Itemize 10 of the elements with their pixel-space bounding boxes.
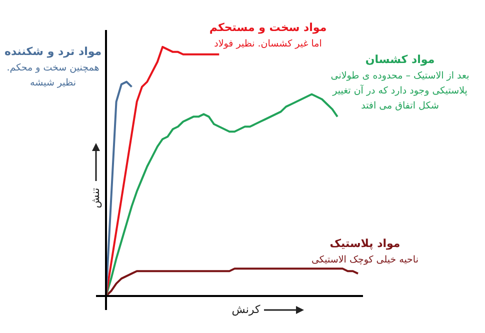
series-label: مواد پلاستیک [330, 236, 400, 250]
annotation: بعد از الاستیک – محدوده ی طولانی پلاستیکی وجود دارد که در آن تغییر شکل اتفاق می افتد [330, 70, 470, 112]
annotation: همچنین سخت و محکم. نظیر شیشه [6, 62, 100, 88]
x-axis-title: کرنش [232, 302, 261, 316]
annotation: اما غیر کشسان. نظیر فولاد [214, 38, 322, 50]
series-label: مواد سخت و مستحکم [209, 20, 327, 34]
annotation: ناحیه خیلی کوچک الاستیکی [312, 254, 418, 266]
text: مواد کشسان [365, 52, 435, 66]
text: مواد ترد و شکننده [4, 44, 102, 58]
y-axis-title: تنش [88, 188, 102, 208]
